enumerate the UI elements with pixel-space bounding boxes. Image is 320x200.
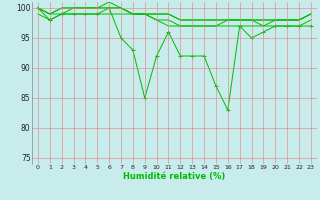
X-axis label: Humidité relative (%): Humidité relative (%) bbox=[123, 172, 226, 181]
